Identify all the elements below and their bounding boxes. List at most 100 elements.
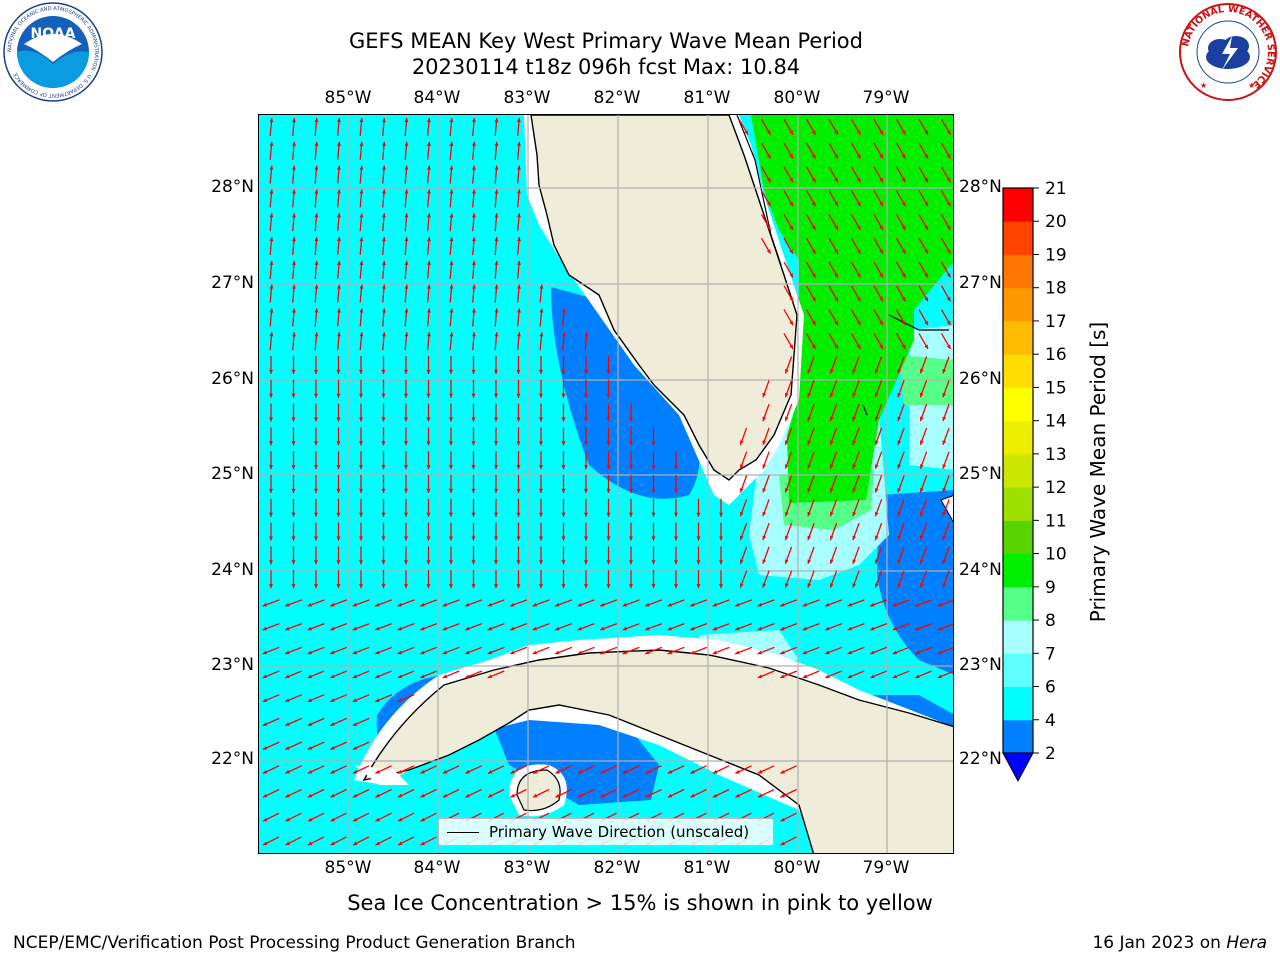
wave-direction-arrow xyxy=(262,812,280,822)
colorbar-segment xyxy=(1003,653,1033,688)
wave-direction-arrow xyxy=(375,788,392,798)
wave-direction-arrow xyxy=(359,403,363,422)
wave-direction-arrow xyxy=(919,570,928,588)
wave-direction-arrow xyxy=(397,788,415,798)
wave-direction-arrow xyxy=(829,499,838,517)
wave-direction-arrow xyxy=(269,213,274,232)
colorbar-segment xyxy=(1003,620,1033,654)
wave-direction-arrow xyxy=(471,498,476,517)
colorbar-segment xyxy=(1003,420,1033,455)
wave-direction-arrow xyxy=(291,498,296,517)
wave-direction-arrow xyxy=(336,379,341,398)
wave-direction-arrow xyxy=(307,788,325,798)
map-legend: Primary Wave Direction (unscaled) xyxy=(438,818,774,846)
wave-direction-arrow xyxy=(404,308,409,327)
wave-direction-arrow xyxy=(449,141,454,160)
wave-direction-arrow xyxy=(828,237,839,255)
wave-direction-arrow xyxy=(359,165,364,184)
wave-direction-arrow xyxy=(852,499,860,517)
wave-direction-arrow xyxy=(807,522,815,541)
wave-direction-arrow xyxy=(892,670,910,679)
wave-direction-arrow xyxy=(738,118,749,136)
wave-direction-arrow xyxy=(382,213,386,232)
wave-direction-arrow xyxy=(494,284,499,303)
wave-direction-arrow xyxy=(262,670,280,679)
wave-direction-arrow xyxy=(472,165,476,184)
wave-direction-arrow xyxy=(532,622,550,631)
wave-direction-arrow xyxy=(805,118,817,136)
lat-tick-right: 28°N xyxy=(959,177,1002,197)
wave-direction-arrow xyxy=(471,570,476,589)
wave-direction-arrow xyxy=(942,427,950,446)
wave-direction-arrow xyxy=(420,788,437,798)
wave-direction-arrow xyxy=(427,189,431,208)
wave-direction-arrow xyxy=(510,765,527,774)
wave-direction-arrow xyxy=(427,141,431,160)
wave-direction-arrow xyxy=(779,622,798,631)
wave-direction-arrow xyxy=(359,498,363,517)
wave-direction-arrow xyxy=(269,451,273,470)
wave-direction-arrow xyxy=(942,499,950,517)
wave-direction-arrow xyxy=(712,765,730,774)
wave-direction-arrow xyxy=(269,260,274,279)
wave-direction-arrow xyxy=(873,309,884,326)
wave-direction-arrow xyxy=(539,498,543,517)
wave-direction-arrow xyxy=(449,356,453,374)
wave-direction-arrow xyxy=(291,546,296,565)
wave-direction-arrow xyxy=(359,356,363,374)
wave-direction-arrow xyxy=(404,213,409,232)
wave-direction-arrow xyxy=(919,451,928,469)
wave-direction-arrow xyxy=(874,451,883,469)
wave-direction-arrow xyxy=(381,356,386,374)
wave-direction-arrow xyxy=(337,213,341,232)
wave-direction-arrow xyxy=(404,403,408,422)
legend-label: Primary Wave Direction (unscaled) xyxy=(489,823,750,841)
wave-direction-arrow xyxy=(892,646,910,655)
wave-direction-arrow xyxy=(674,498,678,517)
period-2-4s-region xyxy=(489,715,659,805)
wave-direction-arrow xyxy=(494,427,498,446)
wave-direction-arrow xyxy=(584,546,588,565)
wave-direction-arrow xyxy=(847,622,865,631)
wave-direction-arrow xyxy=(269,356,273,374)
wave-direction-arrow xyxy=(337,284,341,303)
colorbar-segment xyxy=(1003,686,1033,721)
svg-text:NOAA: NOAA xyxy=(31,26,76,42)
lon-tick-top: 81°W xyxy=(683,88,731,108)
wave-direction-arrow xyxy=(509,599,528,607)
lat-tick-left: 27°N xyxy=(211,273,254,293)
wave-direction-arrow xyxy=(651,498,656,517)
wave-direction-arrow xyxy=(606,403,611,422)
wave-direction-arrow xyxy=(510,788,527,798)
wave-direction-arrow xyxy=(449,522,453,541)
wave-direction-arrow xyxy=(449,213,454,232)
wave-direction-arrow xyxy=(554,622,573,631)
wave-direction-arrow xyxy=(600,788,617,798)
wave-direction-arrow xyxy=(517,165,521,184)
wave-direction-arrow xyxy=(427,213,431,232)
wave-direction-arrow xyxy=(516,356,521,374)
wave-direction-arrow xyxy=(397,622,415,631)
wave-direction-arrow xyxy=(269,284,274,303)
wave-direction-arrow xyxy=(517,284,521,303)
wave-direction-arrow xyxy=(760,190,772,207)
wave-direction-arrow xyxy=(942,356,950,374)
wave-direction-arrow xyxy=(895,309,907,326)
wave-direction-arrow xyxy=(471,522,476,541)
wave-direction-arrow xyxy=(464,646,483,655)
wave-direction-arrow xyxy=(712,646,730,655)
wave-direction-arrow xyxy=(674,570,678,589)
wave-direction-arrow xyxy=(352,622,370,631)
wave-direction-arrow xyxy=(869,622,888,631)
lat-tick-right: 26°N xyxy=(959,369,1002,389)
wave-direction-arrow xyxy=(584,332,589,351)
wave-direction-arrow xyxy=(828,285,839,302)
wave-direction-arrow xyxy=(577,788,595,798)
colorbar-segment xyxy=(1003,719,1033,754)
wave-direction-arrow xyxy=(829,451,838,469)
wave-direction-arrow xyxy=(539,403,543,422)
wave-direction-arrow xyxy=(382,260,386,279)
wave-direction-arrow xyxy=(562,332,566,351)
wave-direction-arrow xyxy=(918,237,929,255)
wave-direction-arrow xyxy=(284,599,303,607)
